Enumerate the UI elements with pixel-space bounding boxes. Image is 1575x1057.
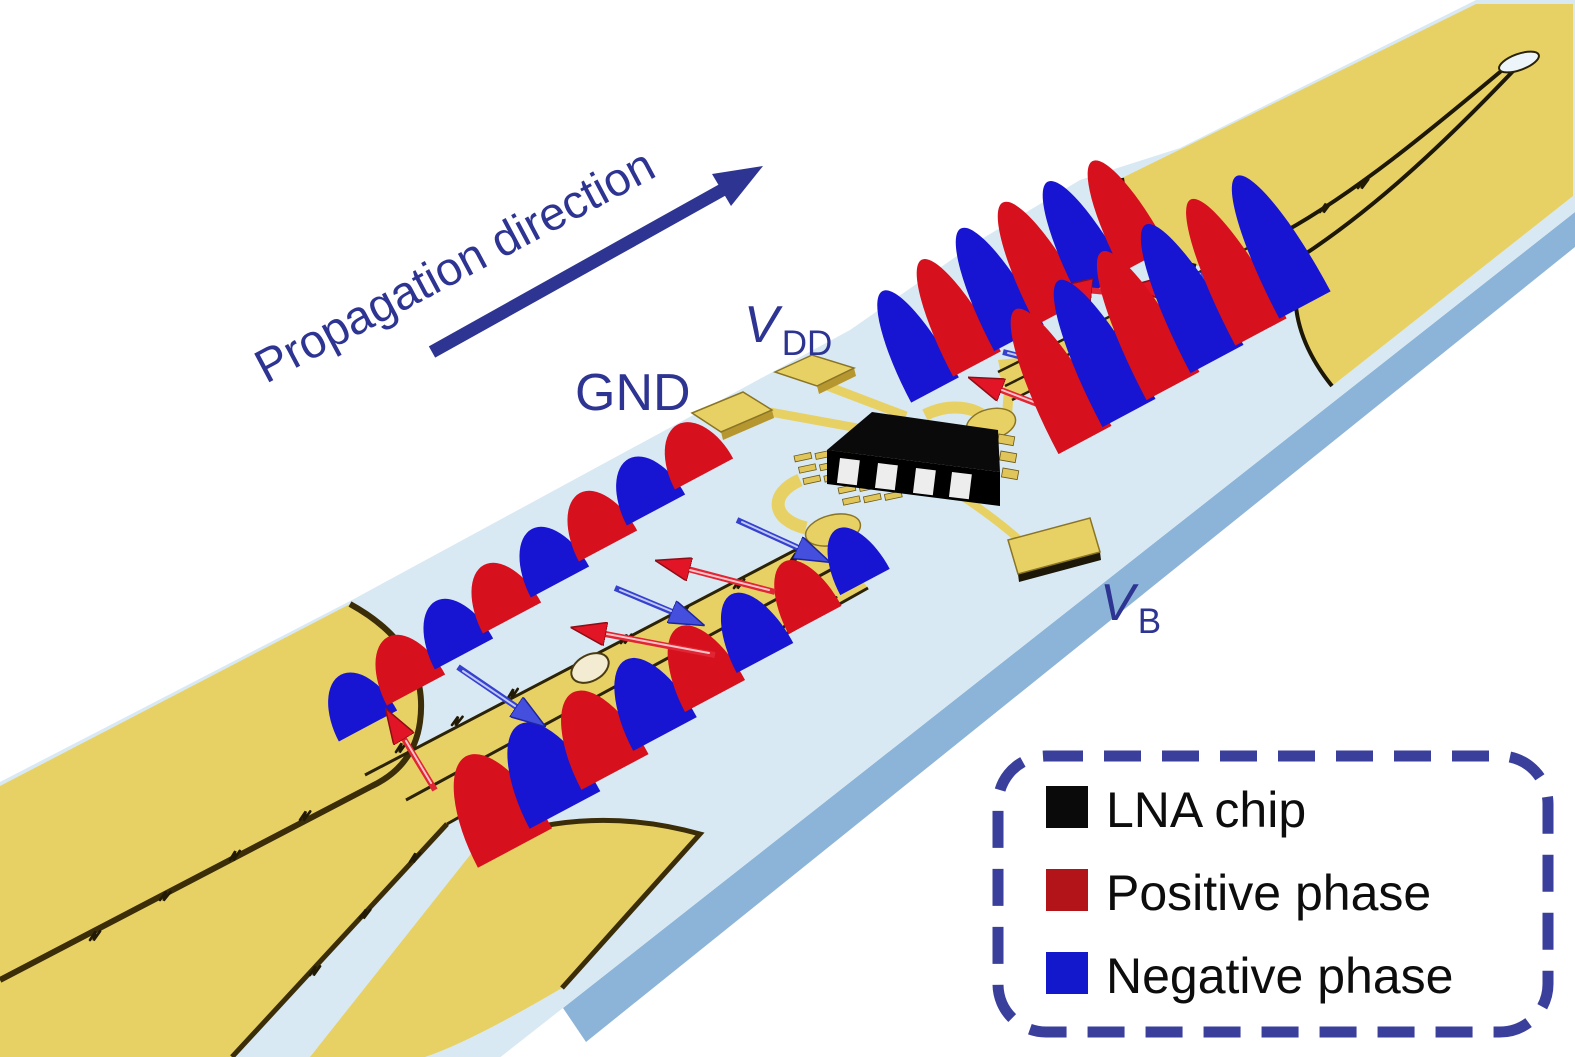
- vb-subscript: B: [1138, 602, 1161, 641]
- legend-label: Negative phase: [1106, 948, 1453, 1004]
- substrate-side-face: [563, 212, 1575, 1042]
- propagation-annotation: Propagation direction: [246, 137, 763, 393]
- lna-chip-swatch: [1046, 786, 1088, 828]
- vb-base: V: [1100, 574, 1139, 632]
- chip-pins-side: [996, 433, 1020, 481]
- ground-plane-lower-left: [310, 820, 700, 1057]
- legend-item-positive-phase: Positive phase: [1046, 865, 1431, 921]
- propagation-arrow-head: [712, 166, 763, 206]
- legend-item-negative-phase: Negative phase: [1046, 948, 1453, 1004]
- vdd-pad: [772, 354, 857, 394]
- legend-label: LNA chip: [1106, 782, 1306, 838]
- propagation-arrow-shaft: [428, 183, 728, 358]
- chip-top-face: [827, 412, 1000, 472]
- vb-label: VB: [1100, 574, 1161, 641]
- cpw-gap-lower: [230, 822, 449, 1057]
- legend: LNA chip Positive phase Negative phase: [992, 750, 1554, 1038]
- vdd-base: V: [744, 296, 783, 354]
- vdd-label: VDD: [744, 296, 832, 363]
- gnd-label: GND: [575, 364, 691, 422]
- field-arrows-left: [401, 517, 803, 792]
- bond-loop-input: [771, 474, 808, 535]
- legend-label: Positive phase: [1106, 865, 1431, 921]
- negative-phase-swatch: [1046, 952, 1088, 994]
- legend-item-lna-chip: LNA chip: [1046, 782, 1306, 838]
- lna-chip: [827, 412, 1020, 506]
- idt-via-hole: [570, 652, 610, 684]
- legend-border: [992, 750, 1554, 1038]
- cpw-gap-upper: [0, 601, 425, 983]
- positive-phase-swatch: [1046, 869, 1088, 911]
- ground-plane-upper-left: [0, 604, 422, 980]
- gnd-pad: [690, 391, 774, 440]
- taper-gap-lower: [1294, 66, 1518, 262]
- vdd-trace: [820, 379, 908, 421]
- chip-pins-front: [836, 458, 972, 500]
- vb-pad: [1007, 517, 1101, 582]
- taper-gap-upper: [1283, 60, 1514, 234]
- launch-hole: [1498, 50, 1540, 74]
- vdd-subscript: DD: [782, 324, 833, 363]
- tapered-ground-plane-right: [1122, 4, 1573, 386]
